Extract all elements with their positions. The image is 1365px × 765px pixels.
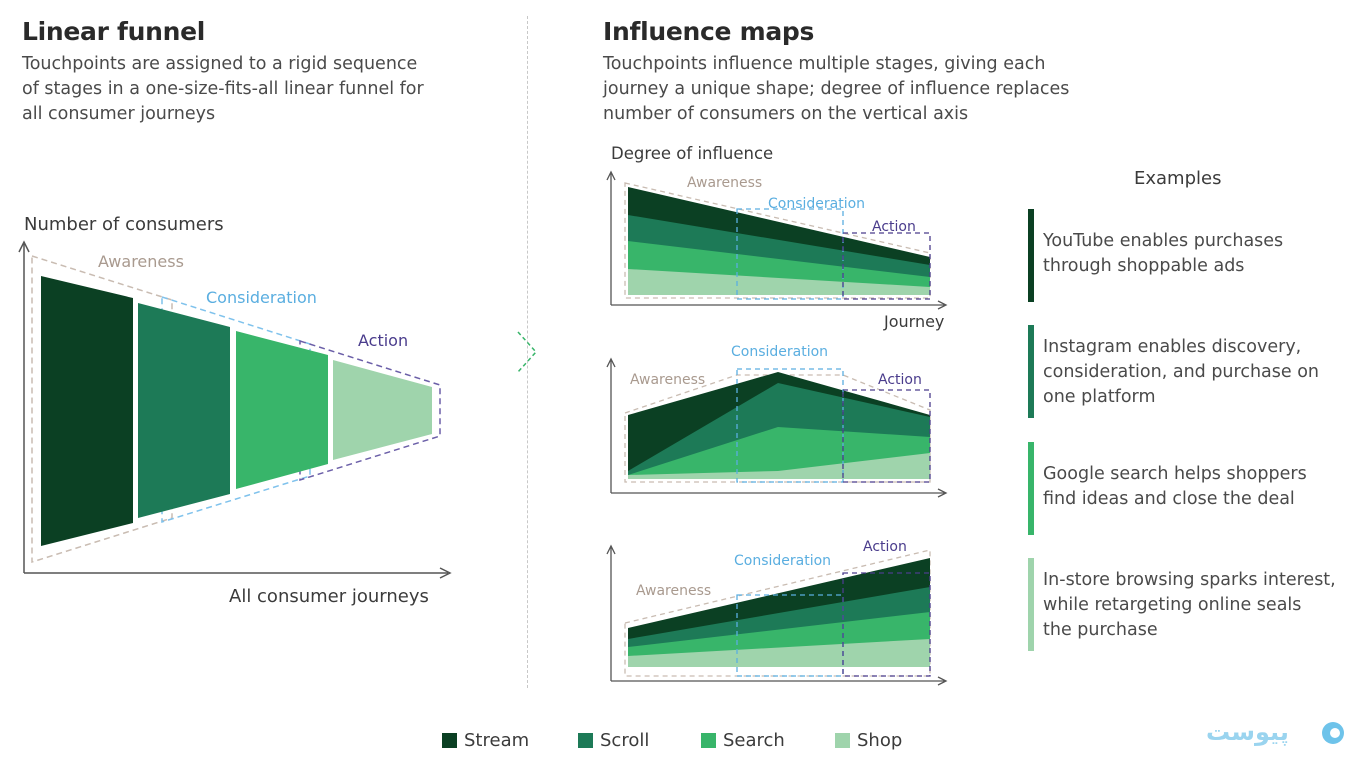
example-instagram: Instagram enables discovery, considerati… [1028,325,1358,418]
map1-consideration-outline [736,208,844,300]
example-instagram-text: Instagram enables discovery, considerati… [1043,337,1320,407]
map2-consideration-outline [736,368,844,483]
map3-stage-outline [624,549,931,677]
influence-map-google: Awareness Consideration Action [606,539,948,686]
map1-label-consideration: Consideration [768,196,865,212]
example-youtube-text: YouTube enables purchases through shoppa… [1043,231,1284,276]
brand-logo: پیوست [1206,718,1344,746]
example-instore-color-bar [1028,558,1034,651]
legend-item-scroll: Scroll [578,730,649,751]
example-google-color-bar [1028,442,1034,535]
legend-swatch-stream [442,733,457,748]
legend-label-search: Search [723,730,785,751]
map3-label-consideration: Consideration [734,553,831,569]
legend-swatch-scroll [578,733,593,748]
funnel-y-arrow [18,240,30,253]
map3-label-action: Action [863,539,907,555]
map3-label-awareness: Awareness [636,583,711,599]
map1-x-axis-label: Journey [883,312,944,331]
funnel-label-consideration: Consideration [206,288,317,307]
map3-layer-shop [628,639,930,667]
influence-maps-title: Influence maps [603,17,815,46]
legend-swatch-shop [835,733,850,748]
linear-funnel-diagram: Number of consumers Awareness Considerat… [18,214,452,607]
legend-label-shop: Shop [857,730,903,751]
legend-swatch-search [701,733,716,748]
panel-divider [527,16,528,688]
example-instore-text: In-store browsing sparks interest, while… [1043,570,1336,640]
legend: Stream Scroll Search Shop [0,730,1365,754]
legend-item-search: Search [701,730,785,751]
example-instore: In-store browsing sparks interest, while… [1028,558,1358,651]
linear-funnel-subtitle: Touchpoints are assigned to a rigid sequ… [22,54,424,124]
legend-item-shop: Shop [835,730,902,751]
map2-layer-shop [628,453,930,479]
funnel-y-axis-label: Number of consumers [24,214,224,235]
map1-label-action: Action [872,219,916,235]
example-google: Google search helps shoppers find ideas … [1028,442,1358,535]
example-youtube-color-bar [1028,209,1034,302]
funnel-consideration-outline [161,295,311,524]
map1-label-awareness: Awareness [687,175,762,191]
influence-y-axis-label: Degree of influence [611,144,774,163]
influence-map-youtube: Awareness Consideration Action Journey [606,170,948,331]
example-instagram-color-bar [1028,325,1034,418]
example-google-text: Google search helps shoppers find ideas … [1043,464,1307,509]
influence-maps-subtitle: Touchpoints influence multiple stages, g… [603,54,1070,124]
legend-label-stream: Stream [464,730,530,751]
map3-action-outline [842,572,931,677]
map1-layer-shop [628,269,930,295]
chevron-right-icon [517,331,538,373]
funnel-label-awareness: Awareness [98,252,184,271]
brand-logo-text: پیوست [1206,718,1289,746]
map2-label-action: Action [878,372,922,388]
map1-action-outline [842,232,931,300]
funnel-x-axis-label: All consumer journeys [229,586,429,607]
legend-label-scroll: Scroll [600,730,650,751]
funnel-bar-shop [333,360,432,460]
funnel-label-action: Action [358,331,408,350]
funnel-bar-scroll [138,303,230,518]
examples-title: Examples [1134,168,1222,189]
influence-map-instagram: Awareness Consideration Action [606,345,948,498]
map2-label-consideration: Consideration [731,345,828,360]
legend-item-stream: Stream [442,730,529,751]
funnel-bar-stream [41,276,133,546]
map1-stage-outline [624,182,931,299]
example-youtube: YouTube enables purchases through shoppa… [1028,209,1358,302]
funnel-awareness-outline [31,254,173,564]
funnel-bar-search [236,331,328,489]
linear-funnel-title: Linear funnel [22,17,206,46]
funnel-x-arrow [439,567,452,579]
map2-label-awareness: Awareness [630,372,705,388]
